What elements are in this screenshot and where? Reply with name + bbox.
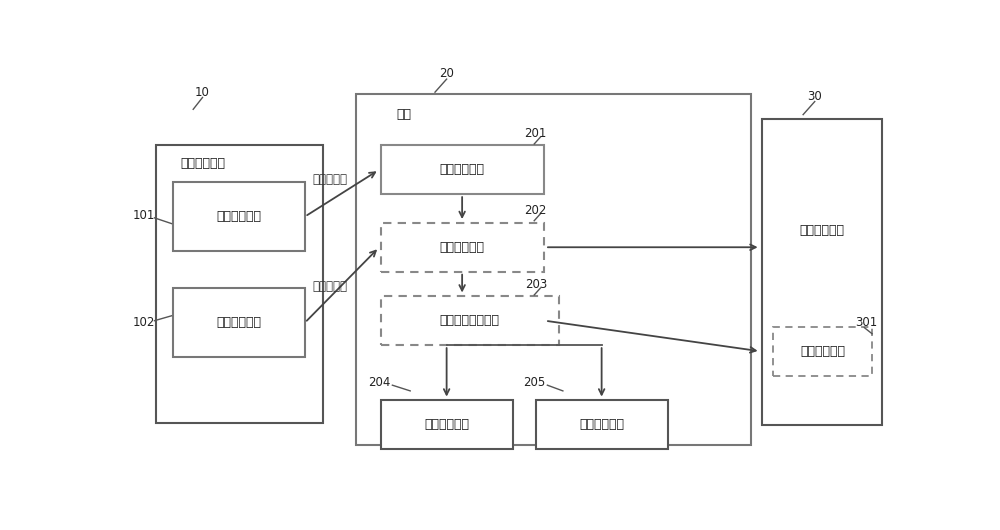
Text: 205: 205 [523, 376, 545, 389]
Text: 测距传感单元: 测距传感单元 [216, 316, 261, 329]
Bar [381, 145, 544, 194]
Text: 语音提醒单元: 语音提醒单元 [424, 418, 469, 431]
Text: 101: 101 [132, 209, 155, 222]
Text: 声光报警单元: 声光报警单元 [579, 418, 624, 431]
Bar [356, 94, 751, 445]
Text: 画面切换按钮: 画面切换按钮 [800, 345, 845, 358]
Text: 102: 102 [132, 316, 155, 329]
Text: 人机交互界面: 人机交互界面 [799, 224, 844, 237]
Text: 20: 20 [439, 67, 454, 81]
Bar [381, 296, 559, 345]
Text: 203: 203 [525, 278, 547, 292]
Text: 信号传输线: 信号传输线 [313, 173, 348, 187]
Text: 301: 301 [855, 316, 877, 329]
Bar [381, 223, 544, 272]
Text: 主机: 主机 [396, 108, 412, 121]
Text: 204: 204 [368, 376, 390, 389]
Text: 信号传输线: 信号传输线 [313, 279, 348, 293]
Bar [173, 288, 305, 357]
Bar [381, 400, 512, 449]
Bar [773, 327, 872, 376]
Bar [173, 182, 305, 251]
Bar [156, 145, 323, 423]
Text: 30: 30 [807, 90, 822, 103]
Text: 模数转换单元: 模数转换单元 [440, 163, 485, 176]
Text: 201: 201 [525, 127, 547, 140]
Text: 图像处理单元: 图像处理单元 [440, 241, 485, 254]
Text: 视频采集装置: 视频采集装置 [180, 157, 225, 170]
Text: 影像传感单元: 影像传感单元 [216, 210, 261, 223]
Bar [536, 400, 668, 449]
Text: 数据信号处理单元: 数据信号处理单元 [440, 314, 500, 327]
Text: 10: 10 [195, 86, 210, 99]
Bar [762, 119, 882, 425]
Text: 202: 202 [525, 204, 547, 217]
